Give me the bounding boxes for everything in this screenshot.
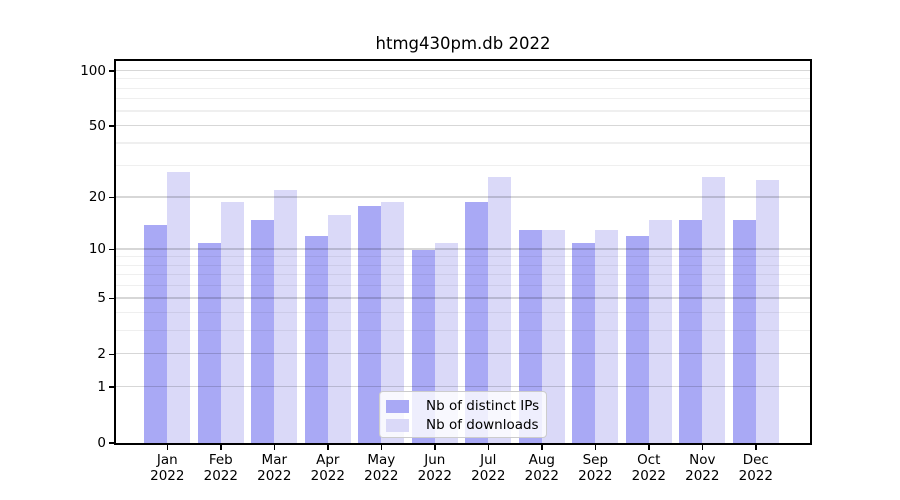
bar-downloads-sep xyxy=(595,230,619,443)
gridline-y-100 xyxy=(116,69,810,71)
y-axis-tick-label-2: 2 xyxy=(97,345,106,362)
gridline-y-1 xyxy=(116,385,810,388)
y-axis-tick-100 xyxy=(109,70,114,72)
grid-layer xyxy=(116,61,810,443)
legend-label-downloads: Nb of downloads xyxy=(426,417,539,433)
x-axis-tick-sep xyxy=(594,445,597,450)
bar-distinct-ips-sep xyxy=(572,242,596,443)
bar-distinct-ips-may xyxy=(358,205,382,443)
x-axis-tick-mar xyxy=(273,445,276,450)
gridline-y-90 xyxy=(116,78,810,80)
y-axis-tick-10 xyxy=(109,248,114,251)
gridline-y-3 xyxy=(116,330,810,332)
x-axis-tick-label-may: May 2022 xyxy=(364,452,399,484)
x-axis-tick-label-feb: Feb 2022 xyxy=(203,452,238,484)
legend-label-distinct-ips: Nb of distinct IPs xyxy=(426,398,540,414)
x-axis-tick-label-nov: Nov 2022 xyxy=(685,452,720,484)
bar-downloads-jul xyxy=(488,177,512,443)
x-axis-tick-jun xyxy=(434,445,436,450)
bar-downloads-aug xyxy=(541,230,565,443)
bar-distinct-ips-dec xyxy=(732,219,756,443)
gridline-y-10 xyxy=(116,248,810,250)
y-axis-tick-5 xyxy=(109,297,114,300)
x-axis-tick-apr xyxy=(327,445,329,450)
legend-item-distinct-ips: Nb of distinct IPs xyxy=(386,397,540,416)
bar-distinct-ips-oct xyxy=(625,236,649,443)
legend: Nb of distinct IPs Nb of downloads xyxy=(379,391,547,438)
y-axis-tick-label-50: 50 xyxy=(88,117,106,134)
x-axis-tick-may xyxy=(380,445,383,450)
chart-title: htmg430pm.db 2022 xyxy=(375,34,551,53)
bar-downloads-feb xyxy=(220,201,244,443)
bar-distinct-ips-apr xyxy=(304,236,328,443)
gridline-y-4 xyxy=(116,312,810,314)
x-axis-tick-jul xyxy=(487,445,490,450)
y-axis-tick-2 xyxy=(109,353,114,356)
x-axis-tick-label-apr: Apr 2022 xyxy=(310,452,345,484)
gridline-y-5 xyxy=(116,297,810,299)
y-axis-tick-label-10: 10 xyxy=(88,241,106,258)
bar-distinct-ips-jan xyxy=(144,224,168,443)
bar-downloads-dec xyxy=(755,180,779,443)
x-axis-tick-aug xyxy=(541,445,543,450)
gridline-y-20 xyxy=(116,196,810,198)
bar-downloads-mar xyxy=(274,190,298,443)
gridline-y-50 xyxy=(116,124,810,127)
y-axis-tick-1 xyxy=(109,386,114,388)
x-axis-tick-label-aug: Aug 2022 xyxy=(524,452,559,484)
gridline-y-2 xyxy=(116,353,810,355)
legend-swatch-distinct-ips xyxy=(386,400,409,413)
y-axis-tick-label-20: 20 xyxy=(88,189,106,206)
bar-downloads-nov xyxy=(702,177,726,443)
bar-distinct-ips-nov xyxy=(679,219,703,443)
gridline-y-8 xyxy=(116,264,810,266)
x-axis-tick-label-jul: Jul 2022 xyxy=(471,452,506,484)
gridline-y-80 xyxy=(116,87,810,89)
plot-area: Nb of distinct IPs Nb of downloads xyxy=(114,59,812,445)
gridline-y-7 xyxy=(116,274,810,276)
bar-distinct-ips-aug xyxy=(518,230,542,443)
bar-downloads-oct xyxy=(648,219,672,443)
bar-downloads-apr xyxy=(327,214,351,443)
legend-swatch-downloads xyxy=(386,419,409,432)
y-axis-tick-label-5: 5 xyxy=(97,290,106,307)
gridline-y-60 xyxy=(116,110,810,112)
x-axis-tick-nov xyxy=(701,445,704,450)
gridline-y-70 xyxy=(116,98,810,100)
bars-layer xyxy=(116,61,810,443)
bar-distinct-ips-feb xyxy=(197,242,221,443)
gridline-y-9 xyxy=(116,256,810,258)
x-axis-tick-jan xyxy=(166,445,169,450)
x-axis-tick-label-oct: Oct 2022 xyxy=(631,452,666,484)
y-axis-tick-50 xyxy=(109,125,114,127)
gridline-y-40 xyxy=(116,142,810,144)
gridline-y-30 xyxy=(116,164,810,167)
y-axis-tick-20 xyxy=(109,196,114,199)
bar-downloads-jan xyxy=(167,171,191,443)
legend-item-downloads: Nb of downloads xyxy=(386,416,539,435)
y-axis-tick-label-100: 100 xyxy=(80,62,106,79)
bar-distinct-ips-mar xyxy=(251,219,275,443)
y-axis-tick-label-0: 0 xyxy=(97,434,106,451)
x-axis-tick-label-jan: Jan 2022 xyxy=(150,452,185,484)
x-axis-tick-label-sep: Sep 2022 xyxy=(578,452,613,484)
x-axis-tick-label-jun: Jun 2022 xyxy=(417,452,452,484)
y-axis-tick-label-1: 1 xyxy=(97,378,106,395)
bar-downloads-may xyxy=(381,201,405,443)
x-axis-tick-oct xyxy=(648,445,650,450)
x-axis-tick-dec xyxy=(755,445,757,450)
gridline-y-6 xyxy=(116,284,810,287)
x-axis-tick-label-dec: Dec 2022 xyxy=(738,452,773,484)
x-axis-tick-label-mar: Mar 2022 xyxy=(257,452,292,484)
y-axis-tick-0 xyxy=(109,442,114,444)
x-axis-tick-feb xyxy=(220,445,222,450)
bar-distinct-ips-jul xyxy=(465,201,489,443)
